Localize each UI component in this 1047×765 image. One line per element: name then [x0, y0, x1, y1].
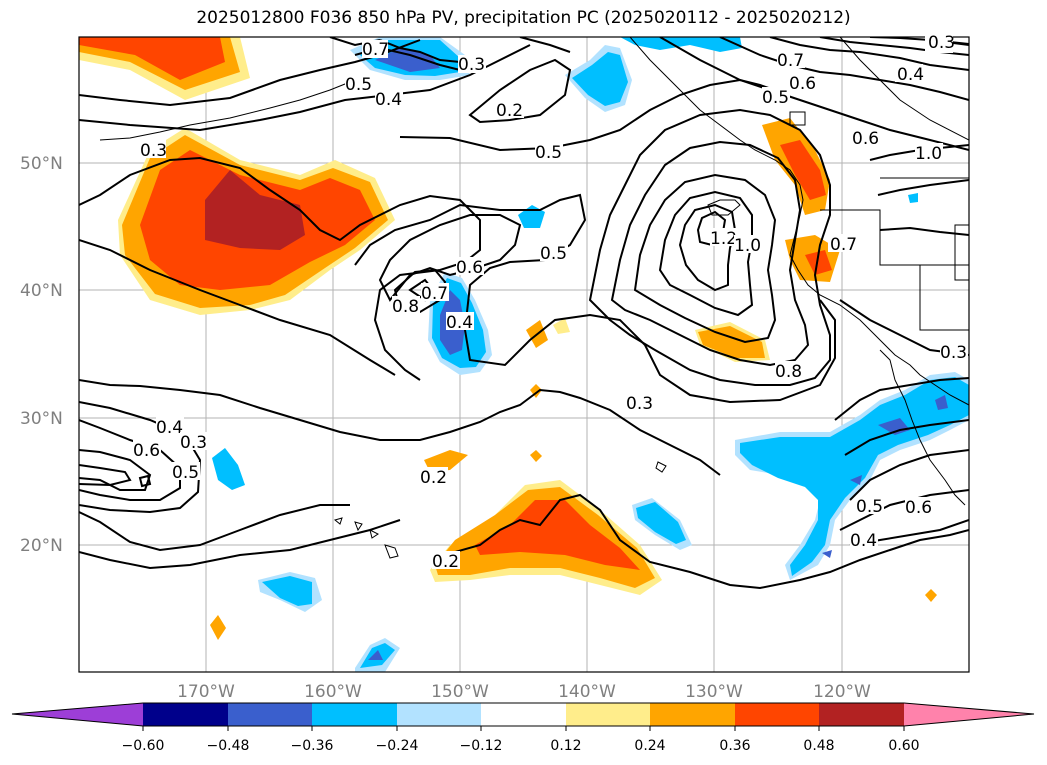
- contour-label: 1.0: [734, 236, 761, 256]
- contour-label: 0.3: [180, 433, 207, 453]
- contour-label: 0.8: [775, 362, 802, 382]
- contour-label: 0.5: [540, 244, 567, 264]
- colorbar-tick-label: 0.60: [888, 738, 919, 754]
- contour-label: 0.3: [626, 394, 653, 414]
- precip-blob: [475, 500, 640, 570]
- colorbar-segment: [397, 703, 481, 726]
- contour-label: 0.3: [140, 141, 167, 161]
- contour-label: 0.6: [133, 441, 160, 461]
- contour-label: 0.4: [897, 65, 924, 85]
- lon-label-140w: 140°W: [558, 682, 616, 702]
- colorbar-tick-label: 0.48: [803, 738, 834, 754]
- colorbar-tick-label: 0.36: [719, 738, 750, 754]
- contour-label: 0.3: [928, 33, 955, 53]
- colorbar-segment: [228, 703, 312, 726]
- colorbar-tick-label: 0.24: [634, 738, 665, 754]
- contour-label: 0.4: [446, 313, 473, 333]
- latitude-labels: 50°N 40°N 30°N 20°N: [20, 154, 63, 556]
- precip-blob: [935, 395, 948, 410]
- contour-label: 0.6: [456, 258, 483, 278]
- precip-blob: [636, 502, 686, 544]
- contour-label: 0.3: [458, 55, 485, 75]
- colorbar-tick-label: −0.60: [122, 738, 165, 754]
- colorbar-segment: [819, 703, 904, 726]
- contour-label: 0.6: [905, 498, 932, 518]
- colorbar-tick-label: 0.12: [550, 738, 581, 754]
- precip-blob: [530, 384, 542, 398]
- contour-label: 0.2: [496, 101, 523, 121]
- contour-label: 1.0: [915, 144, 942, 164]
- contour-label: 0.7: [421, 284, 448, 304]
- contour-label: 0.2: [420, 468, 447, 488]
- colorbar-tick-label: −0.36: [291, 738, 334, 754]
- contour-label: 0.5: [172, 463, 199, 483]
- precip-blob: [805, 250, 832, 275]
- colorbar-segment: [566, 703, 650, 726]
- map-title: 2025012800 F036 850 hPa PV, precipitatio…: [196, 8, 851, 28]
- lat-label-20n: 20°N: [20, 536, 63, 556]
- contour-labels: 0.7 0.5 0.4 0.3 0.2 0.5 0.7 0.6 0.5 0.4 …: [133, 33, 968, 572]
- precip-blob: [698, 326, 765, 358]
- colorbar-tick-label: −0.48: [207, 738, 250, 754]
- precip-blob: [205, 170, 305, 250]
- contour-label: 0.6: [789, 74, 816, 94]
- precip-blob: [780, 140, 826, 200]
- contour-label: 0.5: [856, 497, 883, 517]
- lon-label-120w: 120°W: [813, 682, 871, 702]
- precip-blob: [553, 318, 570, 334]
- contour-label: 0.8: [392, 297, 419, 317]
- colorbar-tick-label: −0.12: [460, 738, 503, 754]
- lat-label-30n: 30°N: [20, 409, 63, 429]
- precip-blob: [79, 37, 225, 80]
- lon-label-170w: 170°W: [177, 682, 235, 702]
- contour-label: 1.2: [710, 229, 737, 249]
- precip-blob: [210, 615, 226, 640]
- precip-blob: [908, 193, 918, 203]
- lat-label-50n: 50°N: [20, 154, 63, 174]
- contour-label: 0.6: [852, 129, 879, 149]
- colorbar: −0.60 −0.48 −0.36 −0.24 −0.12 0.12 0.24 …: [11, 702, 1035, 754]
- colorbar-segment: [735, 703, 819, 726]
- precip-blob: [850, 475, 862, 485]
- precip-blob: [878, 418, 910, 435]
- precip-blob: [368, 650, 383, 660]
- precip-blob: [262, 576, 312, 606]
- contour-label: 0.4: [850, 531, 877, 551]
- lat-label-40n: 40°N: [20, 281, 63, 301]
- colorbar-segment: [312, 703, 397, 726]
- colorbar-segment: [650, 703, 735, 726]
- colorbar-segment: [904, 703, 1034, 726]
- contour-label: 0.7: [777, 51, 804, 71]
- colorbar-tick-label: −0.24: [376, 738, 419, 754]
- map-border: [78, 36, 970, 673]
- coastlines: [99, 37, 969, 559]
- precip-blob: [572, 52, 628, 106]
- colorbar-segment: [143, 703, 228, 726]
- precip-blob: [620, 37, 742, 52]
- colorbar-segment: [12, 703, 143, 726]
- contour-label: 0.2: [432, 552, 459, 572]
- precip-blob: [530, 450, 542, 462]
- precip-blob: [212, 448, 245, 490]
- precip-blob: [424, 450, 468, 472]
- lon-label-160w: 160°W: [304, 682, 362, 702]
- longitude-labels: 170°W 160°W 150°W 140°W 130°W 120°W: [177, 682, 871, 702]
- precip-positive-areas: [79, 37, 937, 640]
- precip-blob: [822, 550, 832, 558]
- lon-label-130w: 130°W: [685, 682, 743, 702]
- colorbar-segment: [481, 703, 566, 726]
- contour-label: 0.4: [375, 90, 402, 110]
- contour-label: 0.5: [535, 143, 562, 163]
- contour-label: 0.7: [830, 235, 857, 255]
- precip-blob: [740, 377, 969, 576]
- lon-label-150w: 150°W: [431, 682, 489, 702]
- contour-label: 0.4: [156, 418, 183, 438]
- contour-label: 0.5: [345, 75, 372, 95]
- precip-blob: [925, 589, 937, 602]
- contour-label: 0.3: [940, 343, 967, 363]
- contour-label: 0.5: [762, 88, 789, 108]
- contour-label: 0.7: [362, 40, 389, 60]
